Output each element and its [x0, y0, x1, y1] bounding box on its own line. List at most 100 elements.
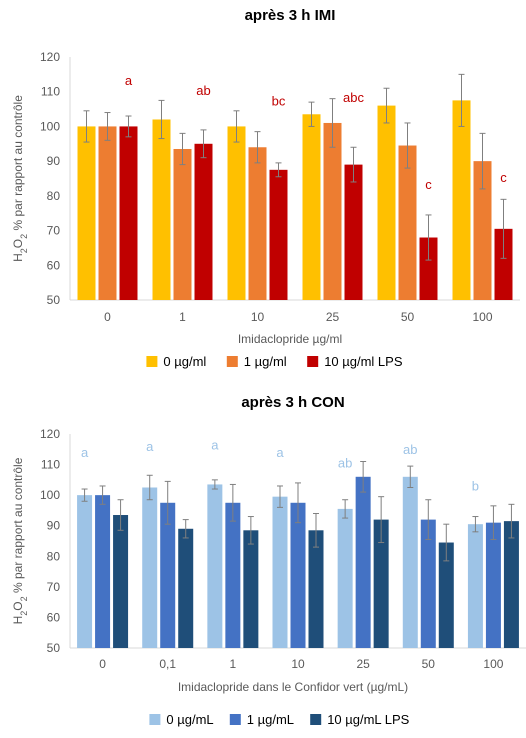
legend-swatch — [149, 714, 161, 725]
x-tick-label: 0,1 — [159, 657, 176, 671]
x-tick-label: 50 — [422, 657, 436, 671]
y-tick-label: 100 — [40, 119, 60, 133]
y-tick-label: 80 — [47, 189, 61, 203]
bar — [272, 496, 288, 648]
legend-label: 10 µg/ml LPS — [324, 354, 403, 369]
bar — [207, 484, 223, 648]
x-tick-label: 25 — [356, 657, 370, 671]
bar — [243, 530, 259, 648]
bar — [173, 148, 192, 300]
legend-swatch — [310, 714, 322, 725]
bar — [420, 519, 436, 648]
bar — [452, 100, 471, 301]
bar — [377, 105, 396, 300]
significance-letter: b — [472, 479, 479, 494]
bar — [113, 515, 129, 648]
bar — [323, 122, 342, 300]
bar — [438, 542, 454, 648]
significance-letter: abc — [343, 90, 364, 105]
bar — [494, 228, 513, 300]
y-tick-label: 50 — [47, 293, 61, 307]
x-tick-label: 1 — [230, 657, 237, 671]
y-tick-label: 120 — [40, 50, 60, 64]
bar — [152, 119, 171, 300]
bar — [419, 237, 438, 300]
significance-letter: a — [211, 437, 219, 452]
legend-swatch — [146, 356, 158, 367]
bar — [178, 528, 194, 648]
x-tick-label: 50 — [401, 310, 415, 324]
legend-label: 10 µg/mL LPS — [327, 712, 409, 727]
significance-letter: c — [500, 170, 507, 185]
bar — [302, 114, 321, 301]
bar — [402, 476, 418, 648]
legend-swatch — [229, 714, 241, 725]
bar — [473, 161, 492, 300]
bar — [467, 524, 483, 648]
bar — [142, 487, 158, 648]
y-tick-label: 90 — [47, 154, 61, 168]
x-tick-label: 100 — [483, 657, 503, 671]
y-tick-label: 60 — [47, 258, 61, 272]
bar — [485, 522, 501, 648]
bar — [77, 495, 93, 648]
legend-label: 1 µg/mL — [247, 712, 294, 727]
legend-label: 1 µg/ml — [244, 354, 287, 369]
x-tick-label: 0 — [99, 657, 106, 671]
significance-letter: a — [146, 439, 154, 454]
x-axis-label: Imidaclopride dans le Confidor vert (µg/… — [178, 680, 408, 694]
chart-title: après 3 h IMI — [245, 7, 336, 24]
legend-swatch — [307, 356, 319, 367]
y-tick-label: 120 — [40, 427, 60, 441]
bar — [160, 502, 176, 648]
x-tick-label: 25 — [326, 310, 340, 324]
significance-letter: ab — [196, 83, 210, 98]
bar — [355, 476, 371, 648]
legend-label: 0 µg/mL — [166, 712, 213, 727]
x-tick-label: 1 — [179, 310, 186, 324]
bar — [337, 508, 353, 648]
bar — [503, 521, 519, 648]
y-axis-label: H2O2 % par rapport au contrôle — [11, 95, 29, 262]
y-tick-label: 60 — [47, 610, 61, 624]
legend: 0 µg/ml 1 µg/ml 10 µg/ml LPS — [146, 354, 403, 369]
significance-letter: a — [125, 73, 133, 88]
y-tick-label: 70 — [47, 580, 61, 594]
bar — [95, 495, 111, 648]
legend-swatch — [226, 356, 238, 367]
y-tick-label: 70 — [47, 224, 61, 238]
bar — [227, 126, 246, 300]
bar — [119, 126, 138, 300]
significance-letter: c — [425, 177, 432, 192]
x-tick-label: 100 — [472, 310, 492, 324]
bar — [308, 530, 324, 648]
significance-letter: ab — [338, 456, 352, 471]
significance-letter: a — [276, 445, 284, 460]
y-tick-label: 110 — [41, 458, 60, 472]
bar — [344, 164, 363, 300]
y-tick-label: 80 — [47, 549, 61, 563]
x-tick-label: 0 — [104, 310, 111, 324]
bar — [225, 502, 241, 648]
y-tick-label: 110 — [41, 85, 60, 99]
bar — [269, 169, 288, 300]
bar — [77, 126, 96, 300]
x-tick-label: 10 — [291, 657, 305, 671]
bar — [194, 143, 213, 300]
significance-letter: ab — [403, 442, 417, 457]
bar — [290, 502, 306, 648]
x-axis-label: Imidaclopride µg/ml — [238, 332, 342, 346]
significance-letter: a — [81, 445, 89, 460]
bar — [248, 147, 267, 300]
y-tick-label: 90 — [47, 519, 61, 533]
significance-letter: bc — [272, 94, 286, 109]
chart-title: après 3 h CON — [241, 394, 344, 411]
bar — [398, 145, 417, 300]
y-tick-label: 50 — [47, 641, 61, 655]
bar — [373, 519, 389, 648]
legend-label: 0 µg/ml — [163, 354, 206, 369]
x-tick-label: 10 — [251, 310, 265, 324]
